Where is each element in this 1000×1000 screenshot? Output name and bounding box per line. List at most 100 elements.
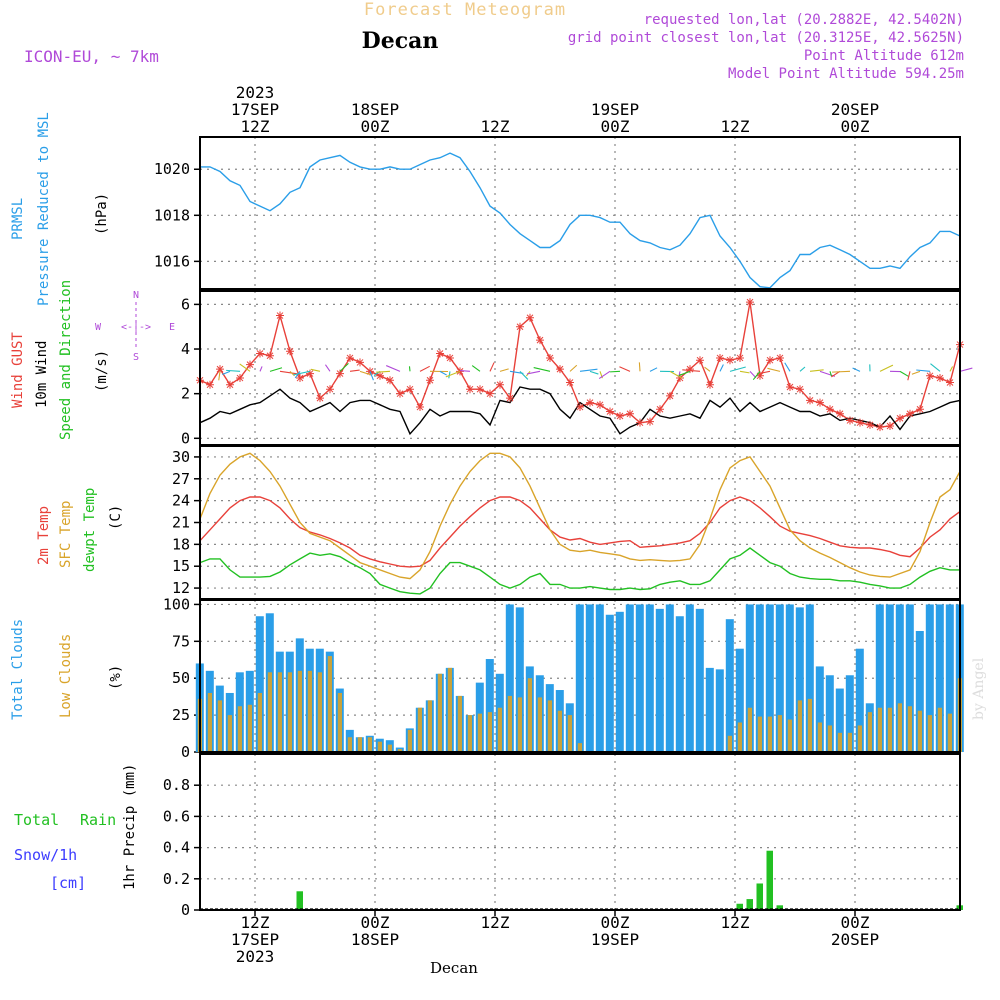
total-cloud-bar xyxy=(615,611,624,752)
total-cloud-bar xyxy=(765,604,774,752)
ytick-label: 1018 xyxy=(154,206,190,224)
wind-direction-arrow xyxy=(949,366,954,372)
ytick-label: 12 xyxy=(172,579,190,597)
grid-coords: grid point closest lon,lat (20.3125E, 42… xyxy=(568,30,964,46)
model-altitude: Model Point Altitude 594.25m xyxy=(728,66,964,82)
low-cloud-bar xyxy=(797,700,802,752)
total-cloud-bar xyxy=(895,604,904,752)
total-cloud-bar xyxy=(885,604,894,752)
low-cloud-bar xyxy=(557,710,562,752)
temp-labels: 2m Temp SFC Temp dewpt Temp (C) xyxy=(36,488,124,572)
total-cloud-bar xyxy=(775,604,784,752)
top-time-label: 17SEP xyxy=(231,100,279,119)
ytick-label: 75 xyxy=(172,632,190,650)
pressure-label: Pressure Reduced to MSL xyxy=(36,112,52,306)
gust-marker xyxy=(916,405,924,414)
wind-direction-arrow xyxy=(269,367,283,372)
wind-direction-arrow xyxy=(385,365,401,372)
gust-marker xyxy=(746,298,754,307)
low-cloud-bar xyxy=(787,719,792,752)
legend-total: Total xyxy=(14,811,59,829)
compass-n: N xyxy=(133,290,139,301)
gust-marker xyxy=(376,371,384,380)
gust-marker xyxy=(886,422,894,431)
gust-marker xyxy=(816,398,824,407)
low-cloud-bar xyxy=(287,672,292,752)
temp2m-label: 2m Temp xyxy=(36,506,52,565)
compass-icon: N S W E <-|-> xyxy=(95,290,175,363)
top-time-label: 12Z xyxy=(481,117,510,136)
low-cloud-bar xyxy=(457,695,462,752)
wind-direction-arrow xyxy=(610,370,621,373)
precip-bar xyxy=(736,903,743,910)
gust-marker xyxy=(256,349,264,358)
gust-marker xyxy=(846,416,854,425)
total-cloud-bar xyxy=(875,604,884,752)
precip-bar xyxy=(296,891,303,910)
wind-direction-arrow xyxy=(259,366,263,372)
low-cloud-bar xyxy=(727,735,732,752)
wind-direction-arrow xyxy=(784,362,791,372)
low-cloud-bar xyxy=(417,707,422,752)
low-cloud-bar xyxy=(807,698,812,752)
gust-marker xyxy=(576,403,584,412)
gust-marker xyxy=(276,311,284,320)
total-cloud-bar xyxy=(745,604,754,752)
total-cloud-bar xyxy=(825,675,834,752)
series-prmsl xyxy=(200,152,961,289)
wind-direction-arrow xyxy=(349,369,360,372)
total-cloud-bar xyxy=(635,604,644,752)
gust-marker xyxy=(296,374,304,383)
low-cloud-bar xyxy=(317,672,322,752)
series-10m-wind xyxy=(199,386,961,436)
cloud-unit: (%) xyxy=(108,665,124,690)
gust-marker xyxy=(506,394,514,403)
low-cloud-bar xyxy=(567,715,572,752)
gust-marker xyxy=(266,351,274,360)
low-cloud-bar xyxy=(887,707,892,752)
wind-direction-arrow xyxy=(324,364,331,372)
low-cloud-bar xyxy=(937,707,942,752)
gust-marker xyxy=(776,353,784,362)
wind-direction-arrow xyxy=(704,366,711,372)
wind-direction-arrow xyxy=(598,370,611,379)
wind-direction-arrow xyxy=(293,370,311,376)
legend-snow: Snow/1h xyxy=(14,846,77,864)
gust-marker xyxy=(626,409,634,418)
low-cloud-bar xyxy=(917,710,922,752)
gust-marker xyxy=(326,385,334,394)
low-cloud-bar xyxy=(527,678,532,752)
low-cloud-bar xyxy=(437,673,442,752)
watermark: by Angel xyxy=(971,657,987,720)
wind-direction-arrow xyxy=(832,370,851,373)
gust-marker xyxy=(796,385,804,394)
total-cloud-bar xyxy=(735,648,744,752)
wind-direction-arrow xyxy=(852,367,861,372)
low-cloud-bar xyxy=(867,712,872,752)
ytick-label: 0 xyxy=(181,429,190,447)
wind-direction-arrow xyxy=(959,367,973,372)
precip-bar xyxy=(746,899,753,910)
wind-direction-arrow xyxy=(533,367,551,372)
total-cloud-bar xyxy=(835,688,844,752)
top-time-label: 19SEP xyxy=(591,100,639,119)
low-cloud-bar xyxy=(397,749,402,752)
total-clouds-label: Total Clouds xyxy=(10,619,26,720)
gust-marker xyxy=(786,382,794,391)
low-cloud-bar xyxy=(327,656,332,752)
total-cloud-bar xyxy=(595,604,604,752)
wind-direction-arrow xyxy=(339,363,349,372)
total-cloud-bar xyxy=(645,604,654,752)
gust-marker xyxy=(926,371,934,380)
gust-marker xyxy=(526,313,534,322)
low-cloud-bar xyxy=(387,744,392,752)
low-cloud-bar xyxy=(537,697,542,752)
wind10-label: 10m Wind xyxy=(34,341,50,408)
gust-marker xyxy=(546,353,554,362)
low-cloud-bar xyxy=(927,715,932,752)
wind-direction-arrow xyxy=(376,370,391,373)
cloud-labels: Total Clouds Low Clouds (%) xyxy=(10,619,124,720)
low-cloud-bar xyxy=(747,707,752,752)
wind-direction-arrow xyxy=(719,364,724,372)
